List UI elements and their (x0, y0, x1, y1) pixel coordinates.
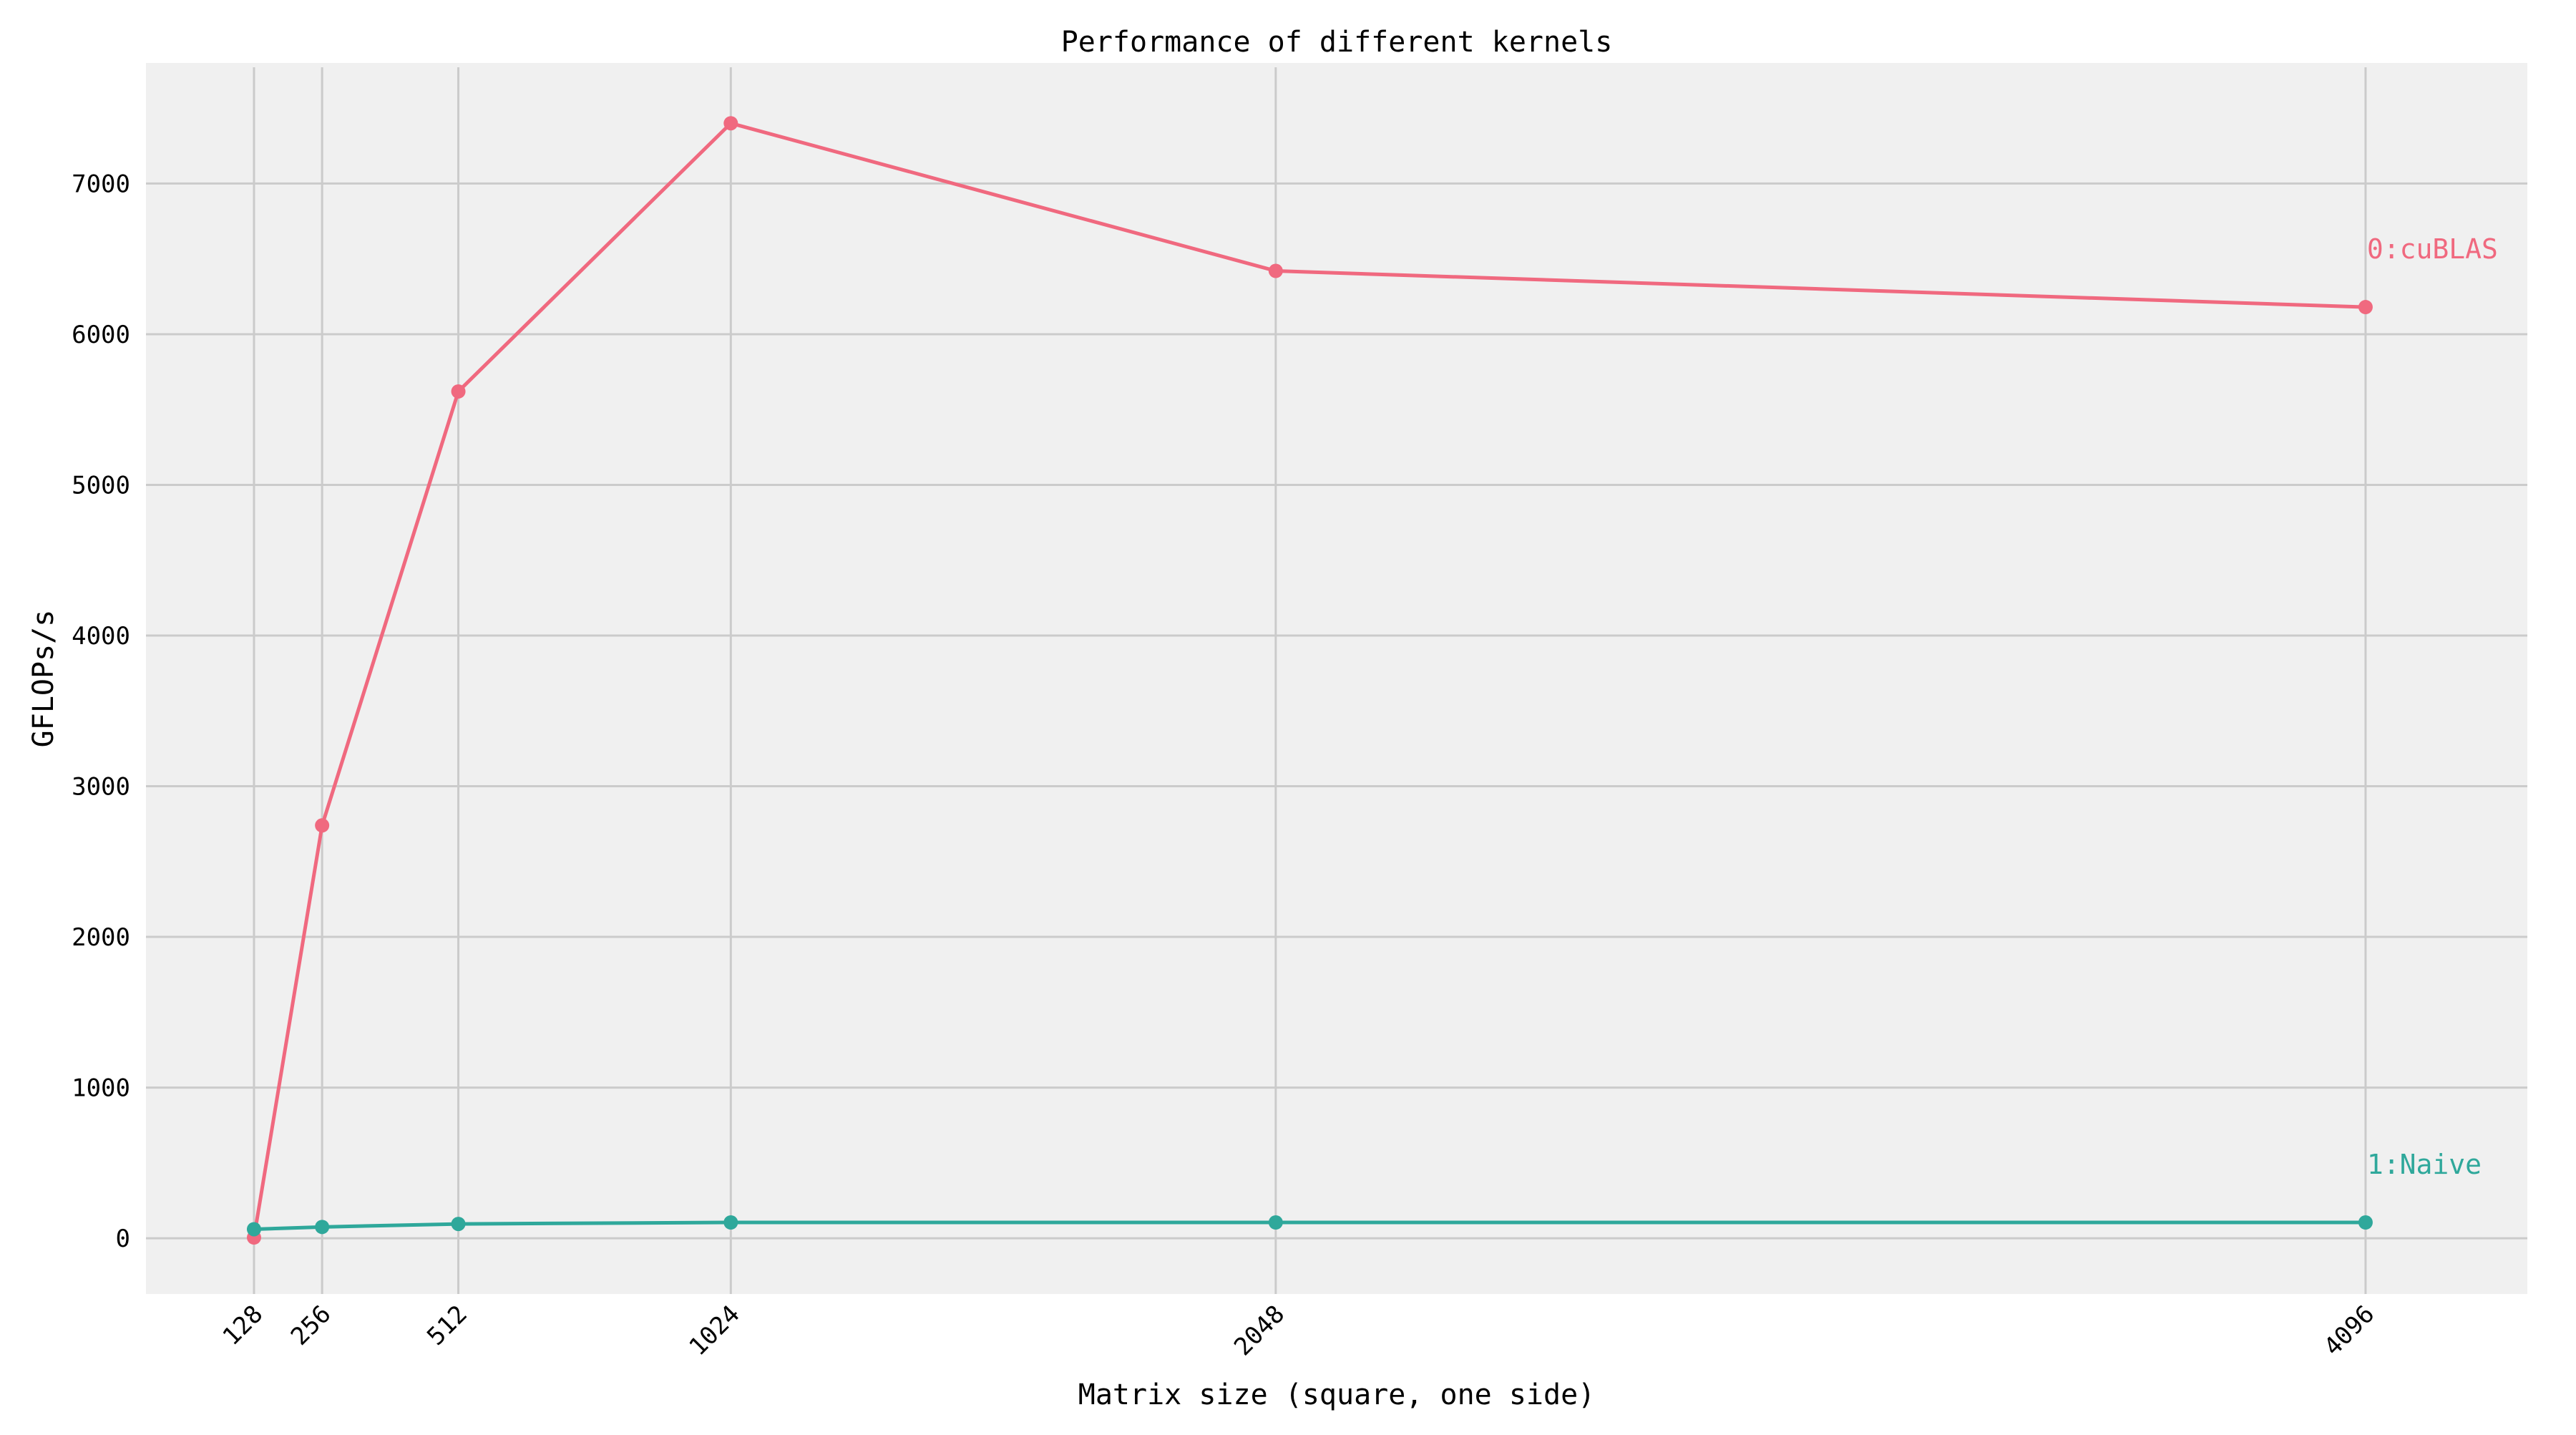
plot-background (146, 63, 2527, 1294)
data-point (451, 1217, 466, 1232)
series-line-1 (253, 1220, 2366, 1231)
y-tick-label: 3000 (72, 773, 130, 802)
x-tick-label: 256 (286, 1300, 337, 1351)
data-point (723, 116, 738, 131)
data-point (451, 384, 466, 399)
y-tick-labels: 0 1000 2000 3000 4000 5000 6000 7000 (72, 170, 130, 1253)
series-lines (246, 116, 2373, 1245)
x-tick-label: 512 (421, 1300, 473, 1351)
series-label-1: 1:Naive (2367, 1149, 2482, 1180)
series-labels: 0:cuBLAS 1:Naive (2367, 233, 2498, 1180)
series-line-0 (252, 121, 2366, 1238)
x-tick-label: 128 (218, 1300, 269, 1351)
x-tick-label: 4096 (2318, 1300, 2380, 1361)
data-point (2358, 300, 2373, 315)
data-point (246, 1222, 261, 1237)
grid-lines (146, 67, 2527, 1294)
chart-title: Performance of different kernels (1061, 26, 1613, 59)
data-point (315, 1220, 330, 1235)
y-tick-label: 4000 (72, 622, 130, 651)
y-tick-label: 5000 (72, 471, 130, 500)
x-tick-labels: 128 256 512 1024 2048 4096 (218, 1300, 2381, 1361)
series-label-0: 0:cuBLAS (2367, 233, 2498, 265)
y-tick-label: 7000 (72, 170, 130, 198)
x-tick-label: 2048 (1229, 1300, 1290, 1361)
data-point (1268, 263, 1283, 278)
y-tick-label: 1000 (72, 1074, 130, 1103)
data-point (2358, 1215, 2373, 1230)
y-tick-label: 6000 (72, 321, 130, 349)
y-tick-label: 2000 (72, 923, 130, 952)
data-point (315, 818, 330, 833)
data-point (723, 1215, 738, 1230)
x-axis-label: Matrix size (square, one side) (1078, 1378, 1595, 1411)
data-point (1268, 1215, 1283, 1230)
x-tick-label: 1024 (683, 1300, 745, 1361)
y-axis-label: GFLOPs/s (27, 610, 60, 748)
y-tick-label: 0 (116, 1225, 130, 1253)
